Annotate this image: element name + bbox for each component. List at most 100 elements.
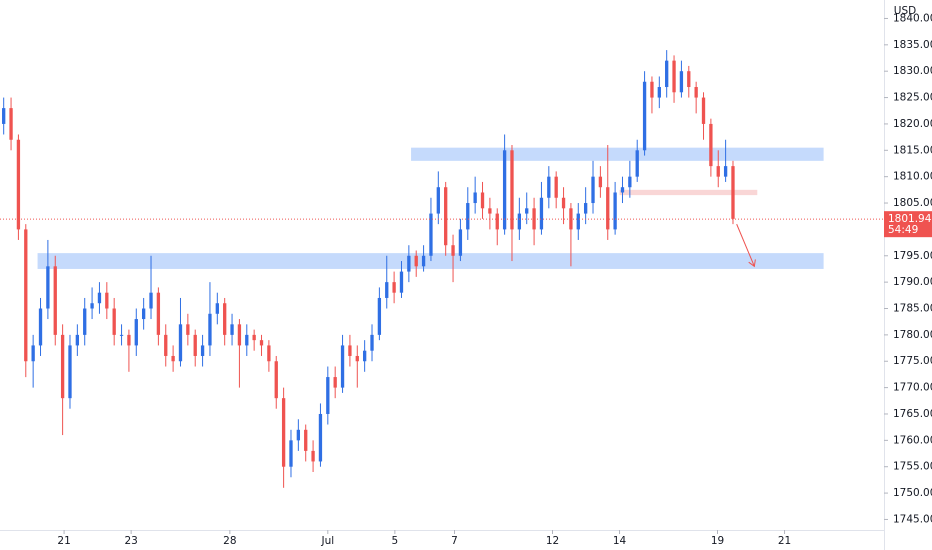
- candle-body: [473, 192, 477, 204]
- y-tick-label: 1755.000: [893, 461, 932, 473]
- candle-body: [83, 308, 87, 335]
- candle-body: [112, 308, 116, 335]
- y-tick-label: 1790.000: [893, 276, 932, 288]
- candle-body: [510, 150, 514, 230]
- candle-body: [377, 297, 382, 335]
- candle-body: [223, 303, 227, 335]
- candle-body: [156, 292, 161, 335]
- candle-body: [716, 166, 720, 177]
- candle-body: [9, 108, 13, 140]
- candle-body: [208, 313, 212, 346]
- y-tick-label: 1825.000: [893, 92, 932, 104]
- candle-body: [436, 187, 440, 214]
- x-tick-label: 14: [613, 535, 627, 547]
- candle-body: [215, 303, 219, 314]
- last-price-label: 1801.940: [888, 213, 932, 225]
- candle-body: [127, 334, 131, 346]
- candle-body: [46, 266, 50, 309]
- candle-body: [561, 197, 566, 209]
- candle-body: [407, 255, 411, 272]
- candle-body: [429, 213, 433, 256]
- candle-body: [583, 203, 588, 214]
- y-tick-label: 1815.000: [893, 144, 932, 156]
- candle-body: [480, 192, 485, 209]
- candle-body: [466, 203, 470, 230]
- x-tick-label: 12: [546, 535, 559, 547]
- x-tick-label: Jul: [320, 535, 334, 547]
- candle-body: [267, 345, 271, 362]
- candle-body: [385, 282, 389, 298]
- candle-body: [200, 345, 205, 356]
- candle-body: [75, 334, 80, 346]
- candle-body: [296, 429, 301, 441]
- candle-body: [598, 176, 603, 188]
- candle-body: [186, 324, 190, 335]
- candle-body: [502, 150, 507, 230]
- candle-body: [237, 324, 242, 346]
- candle-body: [701, 97, 706, 124]
- candle-body: [245, 334, 249, 346]
- y-tick-label: 1820.000: [893, 118, 932, 130]
- candle-body: [679, 71, 684, 93]
- candle-body: [547, 176, 551, 198]
- candle-body: [392, 282, 396, 293]
- candle-body: [333, 377, 337, 388]
- candle-body: [606, 187, 610, 230]
- candle-body: [458, 229, 463, 256]
- x-tick-label: 5: [392, 535, 399, 547]
- candle-body: [650, 81, 654, 98]
- x-tick-label: 19: [711, 535, 724, 547]
- candle-body: [90, 303, 94, 309]
- candle-body: [517, 213, 522, 230]
- x-tick-label: 28: [223, 535, 236, 547]
- candle-body: [149, 292, 153, 309]
- candle-body: [31, 345, 35, 362]
- y-tick-label: 1840.000: [893, 12, 932, 24]
- candle-body: [576, 213, 580, 230]
- candle-body: [687, 71, 691, 88]
- y-tick-label: 1770.000: [893, 382, 932, 394]
- arrow-head: [748, 259, 756, 268]
- candle-body: [178, 324, 183, 362]
- candle-body: [628, 176, 632, 188]
- candle-body: [230, 324, 234, 335]
- candle-body: [620, 187, 625, 193]
- candle-body: [134, 319, 138, 346]
- candle-body: [252, 334, 256, 341]
- candle-body: [694, 87, 698, 98]
- y-tick-label: 1785.000: [893, 303, 932, 315]
- candle-body: [105, 292, 109, 309]
- x-tick-label: 21: [57, 535, 70, 547]
- candle-body: [554, 176, 558, 198]
- candle-body: [657, 87, 661, 98]
- candle-body: [119, 334, 124, 336]
- y-tick-label: 1760.000: [893, 434, 932, 446]
- candle-body: [362, 350, 367, 362]
- y-tick-label: 1780.000: [893, 329, 932, 341]
- candle-body: [399, 271, 404, 293]
- candle-body: [60, 334, 65, 399]
- countdown-label: 54:49: [888, 224, 918, 236]
- candle-body: [304, 429, 308, 451]
- candle-body: [193, 334, 197, 356]
- candle-body: [97, 292, 102, 304]
- y-tick-label: 1830.000: [893, 65, 932, 77]
- candle-body: [289, 440, 293, 467]
- last-price-box: [884, 211, 932, 238]
- zone: [411, 147, 824, 161]
- candle-body: [141, 308, 146, 320]
- y-tick-label: 1775.000: [893, 355, 932, 367]
- candle-body: [451, 245, 455, 256]
- candle-body: [613, 192, 617, 230]
- candle-body: [164, 334, 168, 356]
- candle-body: [326, 377, 330, 414]
- x-tick-label: 7: [451, 535, 458, 547]
- candle-body: [539, 197, 544, 230]
- candle-body: [642, 81, 647, 151]
- candle-body: [274, 361, 278, 399]
- candle-body: [68, 345, 72, 399]
- arrow-line: [736, 223, 755, 267]
- candle-body: [635, 150, 639, 177]
- candle-body: [24, 229, 28, 362]
